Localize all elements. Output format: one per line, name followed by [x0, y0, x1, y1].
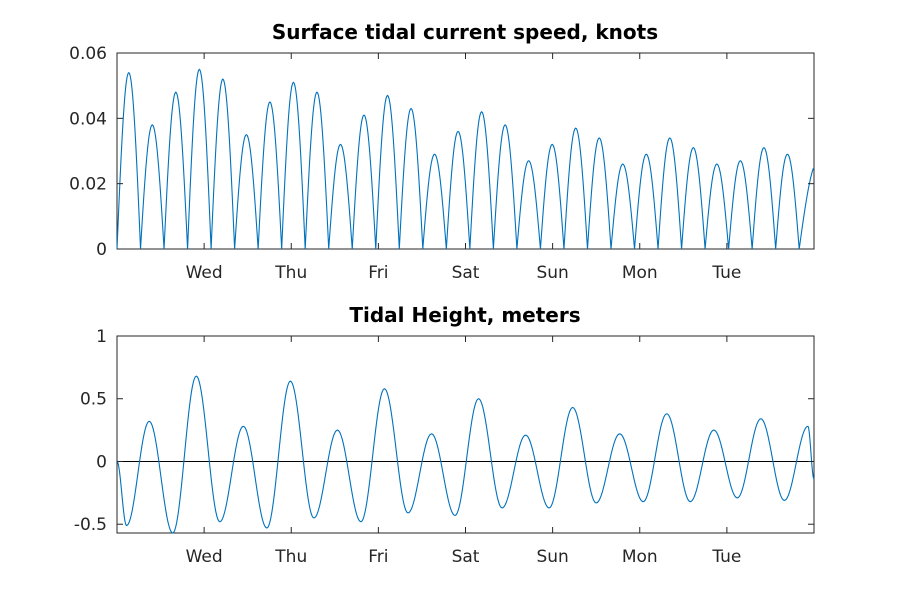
tidal-height-title: Tidal Height, meters — [349, 303, 580, 327]
current-speed-title: Surface tidal current speed, knots — [272, 20, 658, 44]
tidal-height-x-tick-label: Sun — [536, 547, 568, 567]
tidal-height-panel: Tidal Height, meters -0.5 0 0.5 1 Wed Thu Fri… — [74, 303, 815, 567]
current-speed-y-tick-label: 0.02 — [69, 175, 107, 195]
current-speed-y-axis: 0 0.02 0.04 0.06 — [69, 44, 814, 260]
current-speed-x-tick-label: Mon — [622, 263, 658, 283]
current-speed-x-tick-label: Sun — [536, 263, 568, 283]
tidal-height-x-tick-label: Sat — [452, 547, 480, 567]
tidal-height-y-axis: -0.5 0 0.5 1 — [74, 327, 814, 535]
tidal-height-plot-area — [116, 335, 815, 534]
tidal-height-y-tick-label: 0 — [96, 452, 107, 472]
current-speed-x-tick-label: Wed — [186, 263, 223, 283]
current-speed-line — [116, 68, 814, 250]
tidal-height-x-tick-label: Mon — [622, 547, 658, 567]
tidal-height-x-axis: Wed Thu Fri Sat Sun Mon Tue — [186, 336, 741, 567]
tidal-height-x-tick-label: Thu — [274, 547, 307, 567]
current-speed-panel: Surface tidal current speed, knots 0 0.02… — [69, 20, 815, 283]
current-speed-x-tick-label: Thu — [274, 263, 307, 283]
current-speed-x-tick-label: Tue — [711, 263, 741, 283]
current-speed-x-tick-label: Sat — [452, 263, 480, 283]
current-speed-y-tick-label: 0 — [96, 240, 107, 260]
tidal-height-y-tick-label: 1 — [96, 327, 107, 347]
tidal-height-x-tick-label: Fri — [368, 547, 388, 567]
tidal-height-y-tick-label: -0.5 — [74, 515, 107, 535]
current-speed-y-tick-label: 0.04 — [69, 109, 107, 129]
tidal-height-y-tick-label: 0.5 — [80, 390, 107, 410]
current-speed-y-tick-label: 0.06 — [69, 44, 107, 64]
tidal-height-line — [116, 375, 815, 534]
tidal-height-x-tick-label: Tue — [711, 547, 741, 567]
current-speed-x-tick-label: Fri — [368, 263, 388, 283]
current-speed-x-axis: Wed Thu Fri Sat Sun Mon Tue — [186, 53, 741, 283]
tidal-height-x-tick-label: Wed — [186, 547, 223, 567]
